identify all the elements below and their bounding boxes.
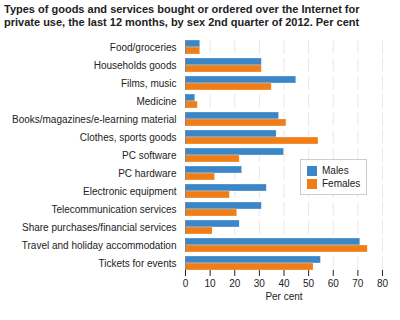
svg-text:Telecommunication services: Telecommunication services [51,204,176,215]
svg-text:60: 60 [328,278,340,289]
svg-text:Medicine: Medicine [136,96,176,107]
html-text:Types of goods and services bo: Types of goods and services bought or or… [4,3,360,28]
svg-text:PC hardware: PC hardware [118,168,177,179]
svg-text:Films, music: Films, music [121,78,177,89]
svg-text:Clothes, sports goods: Clothes, sports goods [80,132,177,143]
svg-text:Households goods: Households goods [94,60,177,71]
svg-text:20: 20 [229,278,241,289]
svg-text:Share purchases/financial serv: Share purchases/financial services [22,222,177,233]
svg-text:50: 50 [303,278,315,289]
svg-text:0: 0 [183,278,189,289]
svg-text:Electronic equipment: Electronic equipment [83,186,177,197]
svg-text:30: 30 [254,278,266,289]
svg-text:Per cent: Per cent [265,291,302,302]
svg-text:Books/magazines/e-learning mat: Books/magazines/e-learning material [12,114,177,125]
svg-text:80: 80 [377,278,389,289]
html-text:Females: Females [322,178,361,189]
svg-text:PC software: PC software [122,150,177,161]
svg-text:40: 40 [278,278,290,289]
svg-text:Food/groceries: Food/groceries [110,42,177,53]
svg-text:70: 70 [352,278,364,289]
svg-text:10: 10 [205,278,217,289]
svg-text:Tickets for events: Tickets for events [99,258,177,269]
html-text:Males: Males [322,165,349,176]
svg-text:Travel and holiday accommodati: Travel and holiday accommodation [22,240,177,251]
